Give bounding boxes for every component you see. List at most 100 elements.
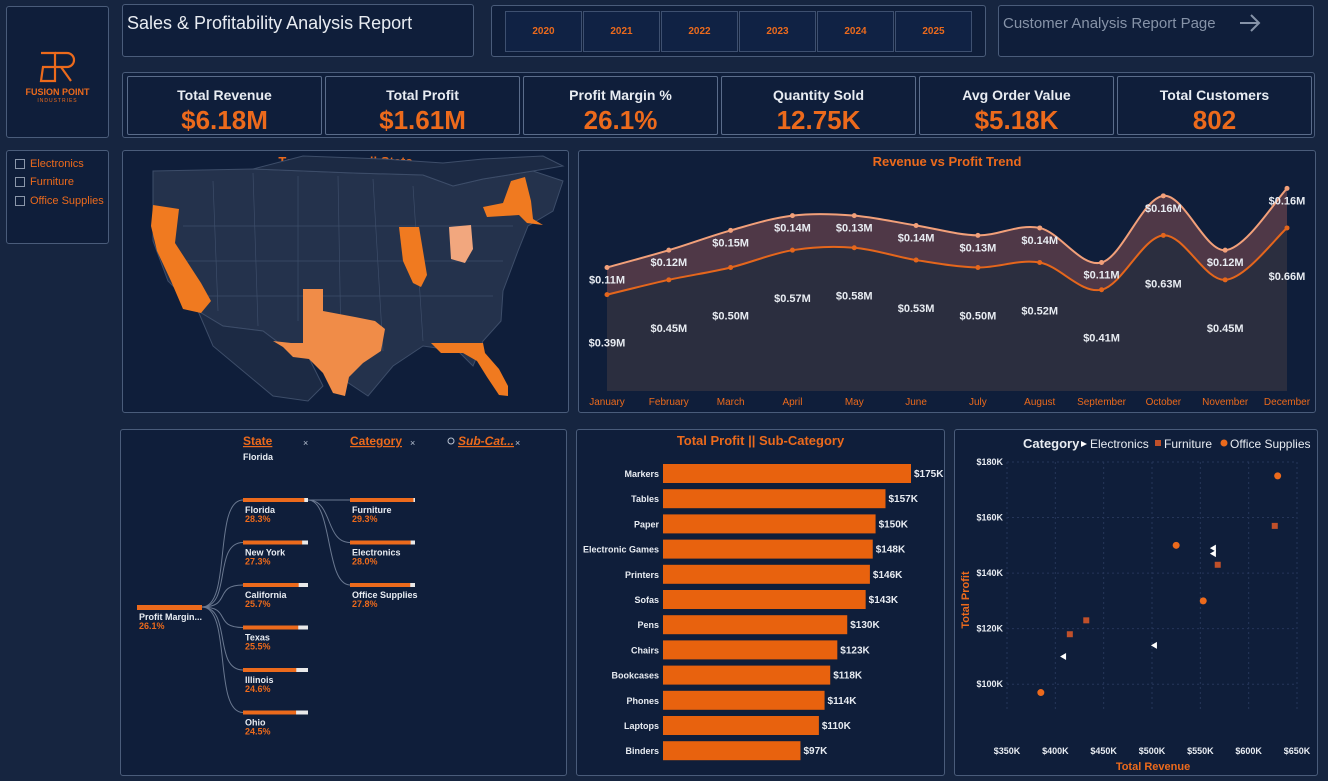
profit-point[interactable] (604, 264, 610, 270)
slicer-item-office-supplies[interactable]: Office Supplies (15, 195, 104, 207)
close-icon[interactable]: × (303, 438, 308, 448)
profit-point[interactable] (851, 213, 857, 219)
profit-bar[interactable] (663, 716, 819, 735)
office-supplies-point[interactable] (1199, 597, 1207, 605)
decomp-header[interactable]: Sub-Cat... (458, 434, 514, 448)
revenue-point[interactable] (1284, 225, 1290, 231)
year-button-2025[interactable]: 2025 (895, 11, 972, 52)
tree-connector (201, 606, 244, 628)
year-button-2023[interactable]: 2023 (739, 11, 816, 52)
electronics-point[interactable] (1060, 652, 1067, 660)
profit-bar[interactable] (663, 741, 801, 761)
furniture-point[interactable] (1083, 617, 1090, 624)
state-california[interactable] (151, 205, 211, 313)
legend-item[interactable]: Furniture (1164, 437, 1212, 451)
revenue-point[interactable] (789, 247, 795, 253)
profit-bar[interactable] (663, 690, 825, 710)
node-bar[interactable] (350, 583, 411, 587)
node-bar[interactable] (243, 540, 303, 545)
profit-bar[interactable] (663, 489, 886, 509)
state-ohio[interactable] (449, 225, 473, 263)
profit-point[interactable] (1037, 225, 1043, 231)
state-texas[interactable] (273, 289, 385, 396)
revenue-point[interactable] (666, 277, 672, 283)
close-icon[interactable]: × (410, 438, 415, 448)
office-supplies-point[interactable] (1172, 541, 1180, 549)
trend-plot[interactable]: $0.39M $0.11M January $0.45M $0.12M February $… (579, 151, 1315, 412)
profit-bar[interactable] (663, 590, 866, 609)
bar-plot[interactable]: Markers $175K Tables $157K Paper $150K Electro… (577, 430, 944, 775)
profit-bar[interactable] (663, 464, 911, 483)
state-illinois[interactable] (399, 227, 427, 287)
state-new-york[interactable] (483, 177, 543, 225)
revenue-point[interactable] (975, 264, 981, 270)
scatter-plot[interactable]: $100K $120K $140K $160K $180K $350K $400K $450K… (955, 430, 1317, 775)
state-florida[interactable] (431, 343, 508, 396)
decomp-header[interactable]: State (243, 434, 273, 448)
year-button-2024[interactable]: 2024 (817, 11, 894, 52)
profit-bar[interactable] (663, 640, 838, 660)
node-bar[interactable] (243, 668, 297, 672)
revenue-data-label: $0.52M (1021, 306, 1058, 318)
node-bar[interactable] (350, 540, 411, 545)
node-bar[interactable] (243, 710, 297, 715)
profit-point[interactable] (728, 227, 734, 233)
profit-point[interactable] (1099, 260, 1105, 266)
profit-data-label: $0.12M (650, 257, 687, 269)
node-bar[interactable] (243, 583, 299, 587)
furniture-point[interactable] (1066, 631, 1073, 638)
year-button-2020[interactable]: 2020 (505, 11, 582, 52)
electronics-point[interactable] (1150, 641, 1157, 649)
revenue-point[interactable] (851, 245, 857, 251)
revenue-point[interactable] (728, 264, 734, 270)
category-tick-label: Tables (631, 494, 659, 504)
profit-point[interactable] (975, 232, 981, 238)
profit-point[interactable] (1160, 193, 1166, 199)
close-icon[interactable]: × (515, 438, 520, 448)
profit-bar[interactable] (663, 564, 870, 584)
revenue-point[interactable] (604, 292, 610, 298)
checkbox-icon[interactable] (15, 159, 25, 169)
kpi-value: 802 (1192, 105, 1237, 135)
slicer-item-furniture[interactable]: Furniture (15, 176, 74, 188)
profit-point[interactable] (789, 213, 795, 219)
year-button-2022[interactable]: 2022 (661, 11, 738, 52)
node-bar[interactable] (243, 498, 305, 502)
checkbox-icon[interactable] (15, 177, 25, 187)
year-button-2021[interactable]: 2021 (583, 11, 660, 52)
furniture-point[interactable] (1271, 522, 1278, 529)
office-supplies-point[interactable] (1037, 689, 1045, 697)
revenue-point[interactable] (913, 257, 919, 263)
checkbox-icon[interactable] (15, 196, 25, 206)
profit-bar[interactable] (663, 514, 876, 534)
category-slicer: Electronics Furniture Office Supplies (6, 150, 109, 244)
legend-item[interactable]: Electronics (1090, 437, 1149, 451)
bar-data-label: $110K (822, 721, 852, 732)
decomp-header[interactable]: Category (350, 434, 402, 448)
revenue-point[interactable] (1222, 277, 1228, 283)
node-value: 27.3% (245, 557, 271, 567)
profit-point[interactable] (913, 222, 919, 228)
electronics-point[interactable] (1209, 544, 1216, 552)
office-supplies-point[interactable] (1274, 472, 1282, 480)
node-bar[interactable] (350, 498, 414, 502)
electronics-point[interactable] (1209, 550, 1216, 558)
revenue-point[interactable] (1099, 287, 1105, 293)
root-node-bar[interactable] (137, 605, 202, 610)
node-bar[interactable] (243, 625, 299, 630)
profit-data-label: $0.15M (712, 237, 749, 249)
profit-bar[interactable] (663, 615, 848, 635)
profit-point[interactable] (666, 247, 672, 253)
profit-point[interactable] (1222, 247, 1228, 253)
furniture-point[interactable] (1214, 561, 1221, 568)
decomposition-plot[interactable]: State × Category × Sub-Cat... ×FloridaProfit … (121, 430, 566, 775)
slicer-item-electronics[interactable]: Electronics (15, 158, 84, 170)
us-map[interactable] (123, 151, 568, 412)
customer-page-nav-button[interactable]: Customer Analysis Report Page (998, 5, 1314, 57)
revenue-point[interactable] (1037, 260, 1043, 266)
revenue-point[interactable] (1160, 232, 1166, 238)
profit-bar[interactable] (663, 539, 873, 559)
profit-point[interactable] (1284, 185, 1290, 191)
profit-bar[interactable] (663, 665, 831, 685)
legend-item[interactable]: Office Supplies (1230, 437, 1311, 451)
